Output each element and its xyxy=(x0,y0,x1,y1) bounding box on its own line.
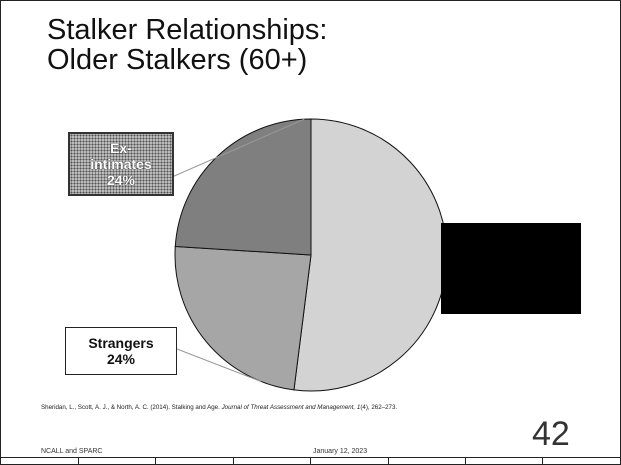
footer-tick xyxy=(465,458,466,464)
ex-intimates-label-line-2: intimates xyxy=(90,156,152,172)
strangers-label-line-1: Strangers xyxy=(88,335,154,351)
ex-intimates-label-line-1: Ex- xyxy=(110,140,132,156)
footer-date: January 12, 2023 xyxy=(313,448,368,455)
pie-slice-ex-intimates xyxy=(174,118,312,256)
pie-slice-other xyxy=(293,118,448,392)
footer-tick xyxy=(542,458,543,464)
leader-line-ex xyxy=(171,118,305,178)
citation: Sheridan, L., Scott, A. J., & North, A. … xyxy=(41,404,581,411)
footer-tick xyxy=(388,458,389,464)
strangers-label-line-2: 24% xyxy=(106,351,136,367)
slide-title: Stalker Relationships: Older Stalkers (6… xyxy=(47,15,327,75)
footer-tick xyxy=(233,458,234,464)
citation-pages: , 262–273. xyxy=(367,404,398,411)
footer-organization: NCALL and SPARC xyxy=(41,448,103,455)
pie-slice-strangers xyxy=(174,245,312,391)
footer-tick xyxy=(155,458,156,464)
footer-baseline xyxy=(1,457,620,464)
footer-tick xyxy=(310,458,311,464)
citation-authors: Sheridan, L., Scott, A. J., & North, A. … xyxy=(41,404,222,411)
citation-journal: Journal of Threat Assessment and Managem… xyxy=(221,404,361,411)
ex-intimates-label: Ex- intimates 24% xyxy=(68,132,174,196)
title-line-2: Older Stalkers (60+) xyxy=(47,44,308,76)
page-number: 42 xyxy=(532,415,570,453)
footer-tick xyxy=(78,458,79,464)
strangers-label: Strangers 24% xyxy=(65,327,177,375)
ex-intimates-label-line-3: 24% xyxy=(106,172,136,188)
leader-line-strangers xyxy=(176,348,262,382)
citation-issue: (4) xyxy=(360,404,368,411)
title-line-1: Stalker Relationships: xyxy=(47,14,328,46)
redaction-box xyxy=(441,223,581,314)
